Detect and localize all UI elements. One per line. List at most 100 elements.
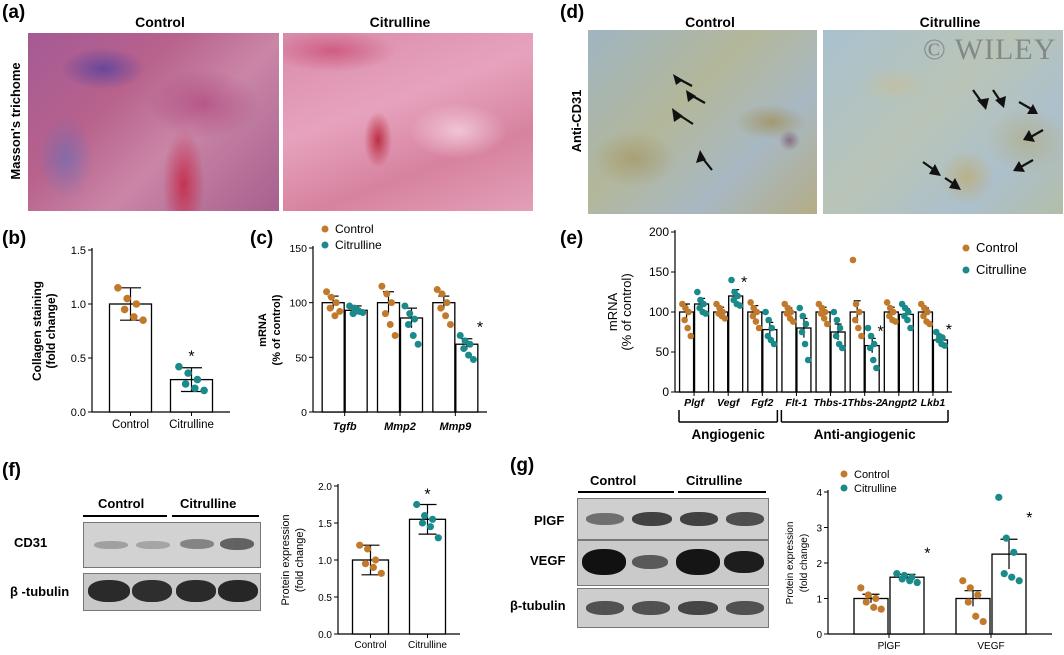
legend-marker xyxy=(962,266,970,274)
blot-g-group-citrulline: Citrulline xyxy=(686,473,743,488)
data-point xyxy=(460,345,468,353)
data-point xyxy=(941,342,948,349)
data-point xyxy=(421,512,429,520)
data-point xyxy=(1008,573,1016,581)
data-point xyxy=(855,308,863,316)
y-tick-label: 200 xyxy=(649,225,669,239)
group-label: Anti-angiogenic xyxy=(814,427,916,442)
data-point xyxy=(768,324,776,332)
data-point xyxy=(426,523,434,531)
panel-d-citrulline-title: Citrulline xyxy=(919,14,981,30)
blot-g-row-plgf: PlGF xyxy=(534,513,565,528)
bar xyxy=(853,597,889,635)
data-point xyxy=(364,545,372,553)
data-point xyxy=(755,324,763,332)
chart-e-mrna: 0 50 100 150 200 mRNA(% of control) Plgf * Vegf F… xyxy=(605,225,1027,442)
panel-c-letter: (c) xyxy=(250,228,274,249)
data-point xyxy=(684,324,691,332)
data-point xyxy=(681,316,688,324)
blot-f-row-tubulin: β -tubulin xyxy=(10,584,70,599)
y-tick-label: 0.5 xyxy=(318,593,332,604)
bar xyxy=(713,311,729,393)
data-point xyxy=(200,386,208,395)
legend-label: Citrulline xyxy=(335,238,382,252)
blot-f-group-bar-citrulline xyxy=(172,515,259,517)
panel-a-citrulline-title: Citrulline xyxy=(369,14,431,30)
data-point xyxy=(995,493,1003,501)
x-tick-label: Mmp2 xyxy=(384,421,416,433)
data-point xyxy=(401,302,409,310)
data-point xyxy=(361,560,370,568)
data-point xyxy=(817,310,825,317)
y-tick-label: 0 xyxy=(301,407,307,419)
blot-g-tubulin xyxy=(577,588,769,628)
data-point xyxy=(798,328,806,336)
data-point xyxy=(747,299,754,306)
blot-g-group-bar-citrulline xyxy=(678,491,766,493)
data-point xyxy=(838,344,846,352)
data-point xyxy=(799,312,807,320)
data-point xyxy=(849,256,857,264)
blot-g-group-bar-control xyxy=(578,491,674,493)
bar xyxy=(693,303,710,393)
data-point xyxy=(765,316,772,324)
data-point xyxy=(864,324,872,332)
y-tick-label: 4 xyxy=(816,488,822,499)
y-tick-label: 0.0 xyxy=(318,630,332,641)
data-point xyxy=(762,308,769,316)
data-point xyxy=(877,605,885,613)
data-point xyxy=(836,324,844,332)
significance-star: * xyxy=(1026,510,1032,527)
data-point xyxy=(858,332,865,340)
legend-label: Control xyxy=(854,469,889,481)
panel-e-letter: (e) xyxy=(560,228,584,249)
y-tick-label: 100 xyxy=(289,298,307,310)
data-point xyxy=(898,575,906,583)
x-tick-label: Angpt2 xyxy=(880,397,917,409)
panel-f-letter: (f) xyxy=(2,460,21,481)
x-tick-label: Vegf xyxy=(717,397,741,409)
data-point xyxy=(820,315,828,322)
significance-star: * xyxy=(424,487,430,504)
panel-a-letter: (a) xyxy=(2,2,26,23)
data-point xyxy=(830,308,838,316)
bar xyxy=(678,311,695,393)
panel-a-control-title: Control xyxy=(135,14,185,30)
data-point xyxy=(883,299,891,306)
data-point xyxy=(752,318,760,325)
panel-d-letter: (d) xyxy=(560,2,585,23)
x-tick-label: Lkb1 xyxy=(921,397,946,409)
data-point xyxy=(446,321,454,329)
data-point xyxy=(120,305,129,314)
data-point xyxy=(466,340,474,348)
data-point xyxy=(378,282,386,290)
data-point xyxy=(442,312,450,320)
data-point xyxy=(1000,570,1008,578)
chart-g-protein: 0 1 2 3 4 Protein expression (fold change) * PlG… xyxy=(785,469,1052,652)
data-point xyxy=(130,313,138,321)
blot-f-group-control: Control xyxy=(98,496,145,511)
data-point xyxy=(181,380,190,388)
data-point xyxy=(184,369,192,377)
y-tick-label: 0.0 xyxy=(71,407,86,419)
data-point xyxy=(381,310,389,318)
y-tick-label: 50 xyxy=(295,352,307,364)
legend-label: Control xyxy=(976,240,1018,255)
data-point xyxy=(404,321,412,329)
data-point xyxy=(802,320,810,328)
data-point xyxy=(356,541,364,549)
data-point xyxy=(386,321,394,329)
data-point xyxy=(855,324,862,332)
blot-f-row-cd31: CD31 xyxy=(14,535,48,550)
data-point xyxy=(870,603,878,611)
bar xyxy=(321,302,345,413)
data-point xyxy=(906,577,914,585)
data-point xyxy=(833,316,841,324)
blot-g-vegf xyxy=(577,540,769,586)
data-point xyxy=(694,288,701,296)
group-label: Angiogenic xyxy=(691,427,765,442)
y-tick-label: 2.0 xyxy=(318,482,332,493)
data-point xyxy=(892,318,899,325)
data-point xyxy=(852,300,860,308)
y-tick-label: 1.0 xyxy=(318,556,332,567)
